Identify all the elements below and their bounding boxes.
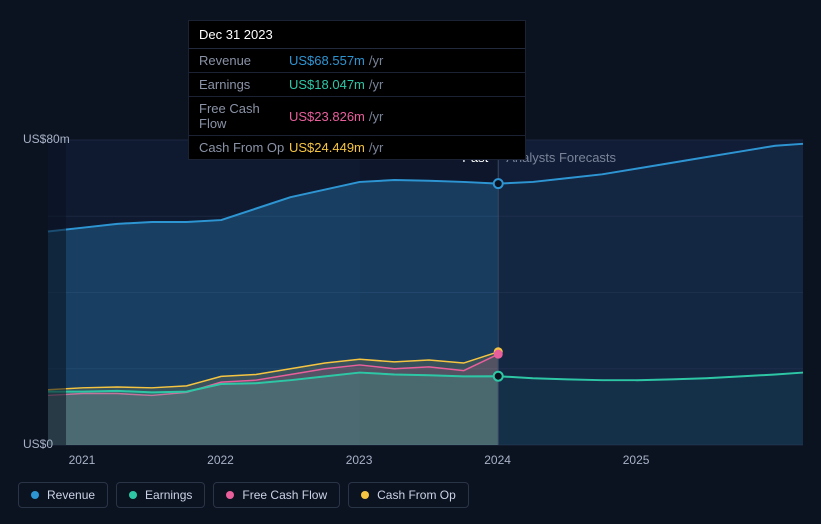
x-axis-label-2024: 2024 (484, 453, 511, 467)
tooltip-unit: /yr (369, 77, 383, 92)
legend-item-cfo[interactable]: Cash From Op (348, 482, 469, 508)
x-axis-label-2022: 2022 (207, 453, 234, 467)
legend-dot-icon (226, 491, 234, 499)
legend-label: Free Cash Flow (242, 488, 327, 502)
tooltip-label: Earnings (199, 77, 289, 92)
legend-label: Cash From Op (377, 488, 456, 502)
tooltip-value: US$68.557m (289, 53, 365, 68)
legend-dot-icon (129, 491, 137, 499)
x-axis-label-2025: 2025 (623, 453, 650, 467)
tooltip-label: Revenue (199, 53, 289, 68)
tooltip-row-earnings: Earnings US$18.047m /yr (189, 73, 525, 97)
tooltip-unit: /yr (369, 140, 383, 155)
tooltip-date: Dec 31 2023 (189, 21, 525, 49)
legend-item-fcf[interactable]: Free Cash Flow (213, 482, 340, 508)
tooltip-label: Free Cash Flow (199, 101, 289, 131)
legend-label: Revenue (47, 488, 95, 502)
tooltip-value: US$24.449m (289, 140, 365, 155)
y-axis-label-0: US$0 (23, 437, 53, 451)
tooltip-row-revenue: Revenue US$68.557m /yr (189, 49, 525, 73)
legend-dot-icon (31, 491, 39, 499)
tooltip-unit: /yr (369, 109, 383, 124)
x-axis-label-2021: 2021 (69, 453, 96, 467)
y-axis-label-80: US$80m (23, 132, 70, 146)
tooltip: Dec 31 2023 Revenue US$68.557m /yr Earni… (188, 20, 526, 160)
legend: Revenue Earnings Free Cash Flow Cash Fro… (18, 482, 469, 508)
tooltip-row-cfo: Cash From Op US$24.449m /yr (189, 136, 525, 159)
tooltip-unit: /yr (369, 53, 383, 68)
tooltip-label: Cash From Op (199, 140, 289, 155)
x-axis-label-2023: 2023 (346, 453, 373, 467)
legend-item-earnings[interactable]: Earnings (116, 482, 205, 508)
legend-item-revenue[interactable]: Revenue (18, 482, 108, 508)
legend-dot-icon (361, 491, 369, 499)
tooltip-value: US$23.826m (289, 109, 365, 124)
legend-label: Earnings (145, 488, 192, 502)
tooltip-row-fcf: Free Cash Flow US$23.826m /yr (189, 97, 525, 136)
tooltip-value: US$18.047m (289, 77, 365, 92)
